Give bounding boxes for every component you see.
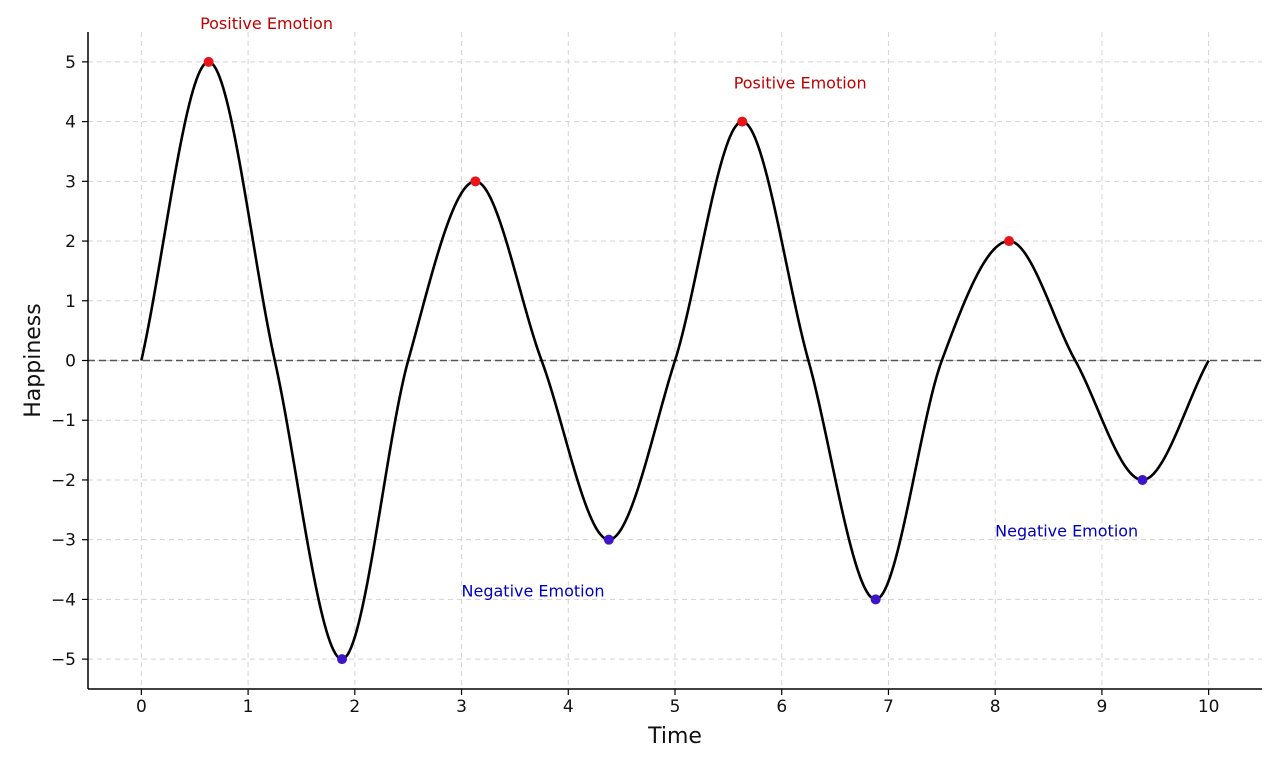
x-tick-label: 4: [563, 697, 574, 717]
positive-emotion-annotation: Positive Emotion: [734, 74, 867, 93]
peak-point: [203, 56, 214, 67]
x-tick-label: 6: [776, 697, 787, 717]
y-tick-label: 5: [65, 53, 76, 73]
peak-point: [1004, 236, 1015, 247]
x-tick-label: 3: [456, 697, 467, 717]
y-tick-label: 3: [65, 172, 76, 192]
y-tick-label: 1: [65, 292, 76, 312]
y-tick-label: 4: [65, 113, 76, 133]
series-layer: [140, 60, 1210, 661]
happiness-line-series: [140, 60, 1210, 661]
y-tick-label: −2: [51, 471, 76, 491]
x-tick-label: 1: [243, 697, 254, 717]
negative-emotion-annotation: Negative Emotion: [462, 581, 605, 600]
x-tick-label: 9: [1096, 697, 1107, 717]
trough-point: [337, 654, 348, 665]
positive-emotion-annotation: Positive Emotion: [200, 14, 333, 33]
y-axis-title: Happiness: [21, 303, 46, 417]
annotations-layer: Positive Emotion Positive Emotion Negative…: [200, 14, 1138, 600]
negative-emotion-annotation: Negative Emotion: [995, 522, 1138, 541]
x-tick-label: 2: [349, 697, 360, 717]
x-tick-label: 0: [136, 697, 147, 717]
y-tick-label: 0: [65, 352, 76, 372]
markers-layer: [203, 56, 1148, 665]
peak-point: [737, 116, 748, 127]
y-tick-label: −4: [51, 590, 76, 610]
trough-point: [603, 534, 614, 545]
y-tick-label: −1: [51, 411, 76, 431]
peak-point: [470, 176, 481, 187]
y-tick-label: 2: [65, 232, 76, 252]
x-tick-label: 5: [670, 697, 681, 717]
x-axis-title: Time: [647, 724, 702, 749]
x-tick-label: 10: [1198, 697, 1220, 717]
y-tick-label: −5: [51, 650, 76, 670]
y-tick-label: −3: [51, 531, 76, 551]
trough-point: [870, 594, 881, 605]
x-tick-label: 8: [990, 697, 1001, 717]
x-tick-label: 7: [883, 697, 894, 717]
trough-point: [1137, 474, 1148, 485]
